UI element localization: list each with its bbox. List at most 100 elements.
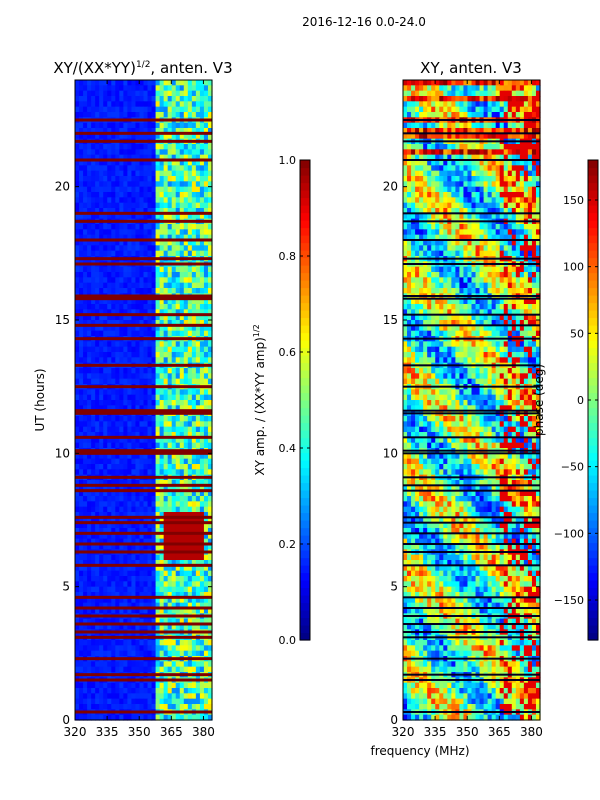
amp-heatmap-cell (155, 106, 161, 113)
amp-heatmap-cell (191, 234, 197, 241)
amp-heatmap-cell (87, 128, 92, 134)
amp-heatmap-cell (155, 432, 161, 438)
amp-heatmap-cell (99, 517, 104, 524)
amp-heatmap-cell (91, 501, 96, 508)
amp-heatmap-cell (195, 250, 201, 257)
amp-heatmap-cell (131, 304, 137, 310)
amp-heatmap-cell (115, 341, 120, 348)
amp-heatmap-cell (163, 698, 169, 705)
amp-heatmap-cell (183, 378, 189, 385)
amp-heatmap-cell (171, 314, 177, 321)
amp-heatmap-cell (143, 368, 149, 374)
amp-heatmap-cell (183, 176, 189, 182)
amp-heatmap-cell (155, 80, 161, 86)
phase-heatmap-cell (447, 128, 452, 134)
amp-heatmap-cell (151, 405, 157, 412)
amp-heatmap-cell (191, 213, 197, 220)
amp-heatmap-cell (87, 554, 92, 561)
amp-heatmap-cell (199, 704, 205, 710)
amp-heatmap-cell (131, 341, 137, 348)
amp-heatmap-cell (179, 682, 185, 689)
amp-heatmap-cell (199, 229, 205, 236)
amp-heatmap-cell (191, 197, 197, 204)
amp-heatmap-cell (175, 458, 181, 465)
amp-heatmap-cell (95, 154, 100, 161)
amp-heatmap-cell (163, 90, 169, 97)
amp-heatmap-cell (87, 602, 92, 609)
amp-heatmap-cell (135, 480, 141, 486)
amp-heatmap-cell (167, 240, 173, 246)
amp-heatmap-cell (163, 144, 169, 150)
amp-heatmap-cell (143, 506, 149, 513)
amp-heatmap-cell (183, 314, 189, 321)
amp-heatmap-cell (123, 208, 128, 214)
amp-heatmap-cell (123, 154, 128, 161)
amp-heatmap-cell (111, 325, 116, 332)
amp-heatmap-cell (155, 154, 161, 161)
amp-heatmap-cell (119, 341, 124, 348)
amp-heatmap-cell (123, 346, 128, 353)
amp-heatmap-cell (111, 565, 116, 572)
phase-heatmap-cell (499, 133, 505, 140)
phase-heatmap-cell (419, 197, 424, 204)
amp-heatmap-cell (199, 234, 205, 241)
phase-heatmap-cell (507, 101, 513, 108)
amp-heatmap-cell (79, 320, 84, 326)
amp-heatmap-cell (131, 101, 137, 108)
amp-heatmap-cell (187, 90, 193, 97)
phase-heatmap-cell (507, 128, 513, 134)
amp-heatmap-cell (135, 650, 141, 657)
amp-heatmap-cell (79, 640, 84, 646)
amp-heatmap-cell (195, 517, 201, 524)
amp-heatmap-cell (171, 645, 177, 652)
amp-heatmap-cell (151, 698, 157, 705)
amp-heatmap-cell (91, 234, 96, 241)
phase-heatmap-cell (475, 85, 481, 92)
amp-heatmap-cell (151, 485, 157, 492)
amp-heatmap-cell (199, 320, 205, 326)
amp-heatmap-cell (127, 304, 133, 310)
amp-heatmap-cell (95, 469, 100, 476)
phase-heatmap-cell (411, 149, 416, 156)
amp-heatmap-cell (111, 576, 116, 582)
phase-heatmap-cell (471, 128, 477, 134)
amp-heatmap-cell (187, 608, 193, 614)
amp-heatmap-cell (119, 277, 124, 284)
amp-heatmap-cell (167, 80, 173, 86)
amp-heatmap-cell (187, 389, 193, 396)
amp-heatmap-cell (155, 586, 161, 593)
amp-heatmap-cell (151, 96, 157, 102)
amp-heatmap-cell (107, 576, 112, 582)
amp-heatmap-cell (99, 453, 104, 460)
amp-heatmap-cell (123, 314, 128, 321)
amp-heatmap-cell (175, 416, 181, 422)
amp-heatmap-cell (99, 544, 104, 550)
phase-heatmap-cell (467, 101, 473, 108)
phase-heatmap-cell (403, 106, 408, 113)
amp-heatmap-cell (183, 80, 189, 86)
amp-heatmap-cell (203, 112, 209, 118)
amp-heatmap-cell (203, 266, 209, 273)
phase-heatmap-cell (515, 176, 521, 182)
amp-heatmap-cell (155, 149, 161, 156)
amp-heatmap-cell (207, 666, 213, 673)
amp-heatmap-cell (191, 661, 197, 668)
phase-heatmap-cell (447, 181, 452, 188)
amp-heatmap-cell (183, 581, 189, 588)
amp-heatmap-cell (183, 208, 189, 214)
amp-heatmap-cell (203, 197, 209, 204)
amp-heatmap-cell (103, 325, 108, 332)
amp-heatmap-cell (123, 128, 128, 134)
amp-heatmap-cell (199, 421, 205, 428)
amp-heatmap-cell (203, 330, 209, 337)
amp-heatmap-cell (203, 181, 209, 188)
amp-heatmap-cell (151, 389, 157, 396)
amp-heatmap-cell (151, 106, 157, 113)
amp-heatmap-cell (131, 576, 137, 582)
amp-heatmap-cell (163, 544, 169, 550)
amp-heatmap-cell (167, 309, 173, 316)
amp-heatmap-cell (79, 352, 84, 358)
amp-heatmap-cell (167, 282, 173, 289)
amp-heatmap-cell (87, 341, 92, 348)
amp-heatmap-cell (115, 432, 120, 438)
